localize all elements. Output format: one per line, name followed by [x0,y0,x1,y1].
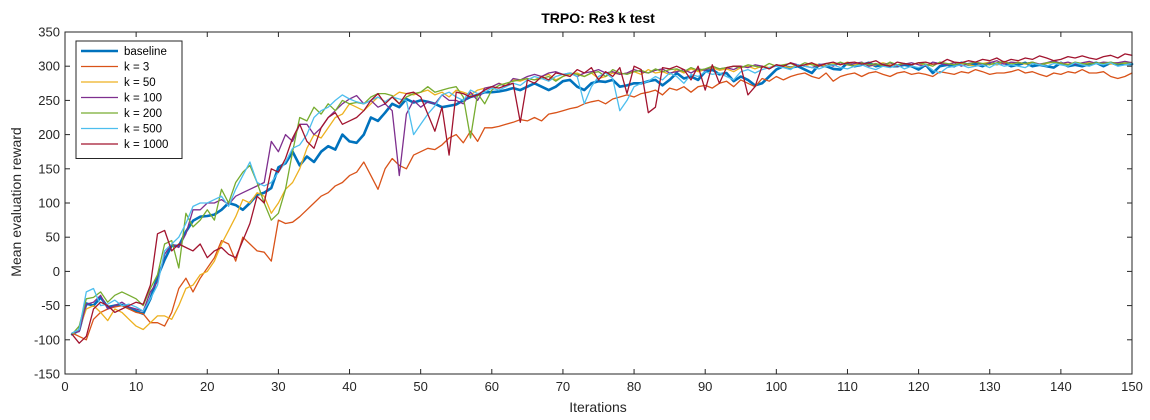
x-tick-label: 50 [413,379,427,394]
x-tick-label: 30 [271,379,285,394]
y-tick-label: 250 [38,93,60,108]
y-tick-label: 100 [38,196,60,211]
series-line-6 [71,53,1133,344]
x-tick-label: 120 [908,379,930,394]
axes-layer: 0 10 20 30 40 50 60 70 80 90 100 110 120 130 140 150 -15… [34,25,1143,395]
x-tick-label: 140 [1050,379,1072,394]
legend-label-6: k = 1000 [124,139,168,151]
legend-box [75,40,183,159]
y-tick-label: 0 [53,264,60,279]
legend-label-5: k = 500 [124,124,162,136]
x-tick-label: 150 [1121,379,1143,394]
legend-label-1: k = 3 [124,62,149,74]
legend-label-4: k = 200 [124,108,162,120]
y-tick-label: -100 [34,332,60,347]
x-tick-label: 0 [61,379,68,394]
x-tick-label: 70 [556,379,570,394]
y-tick-label: 350 [38,25,60,40]
x-tick-label: 20 [200,379,214,394]
legend-label-2: k = 50 [124,77,156,89]
plot-area [65,32,1132,374]
legend-label-3: k = 100 [124,93,162,105]
legend-label-0: baseline [124,46,167,58]
y-axis-label: Mean evaluation reward [8,127,24,276]
y-tick-label: -150 [34,367,60,382]
x-axis-label: Iterations [569,399,627,415]
x-tick-label: 10 [129,379,143,394]
plot-background [65,32,1132,374]
series-line-3 [71,60,1133,334]
y-tick-label: 50 [46,230,60,245]
y-tick-label: 150 [38,161,60,176]
chart-title: TRPO: Re3 k test [541,10,655,26]
series-line-1 [71,68,1133,341]
x-tick-label: 90 [698,379,712,394]
x-tick-label: 130 [979,379,1001,394]
y-tick-label: 300 [38,59,60,74]
y-tick-label: 200 [38,127,60,142]
legend: baseline k = 3 k = 50 k = 100 k = 200 k = 500… [75,40,183,159]
x-tick-label: 110 [837,379,858,394]
x-tick-label: 100 [765,379,787,394]
x-tick-label: 60 [485,379,499,394]
x-tick-label: 40 [342,379,356,394]
series-layer [70,53,1134,344]
x-tick-label: 80 [627,379,641,394]
series-line-5 [71,62,1133,334]
y-tick-label: -50 [41,298,60,313]
